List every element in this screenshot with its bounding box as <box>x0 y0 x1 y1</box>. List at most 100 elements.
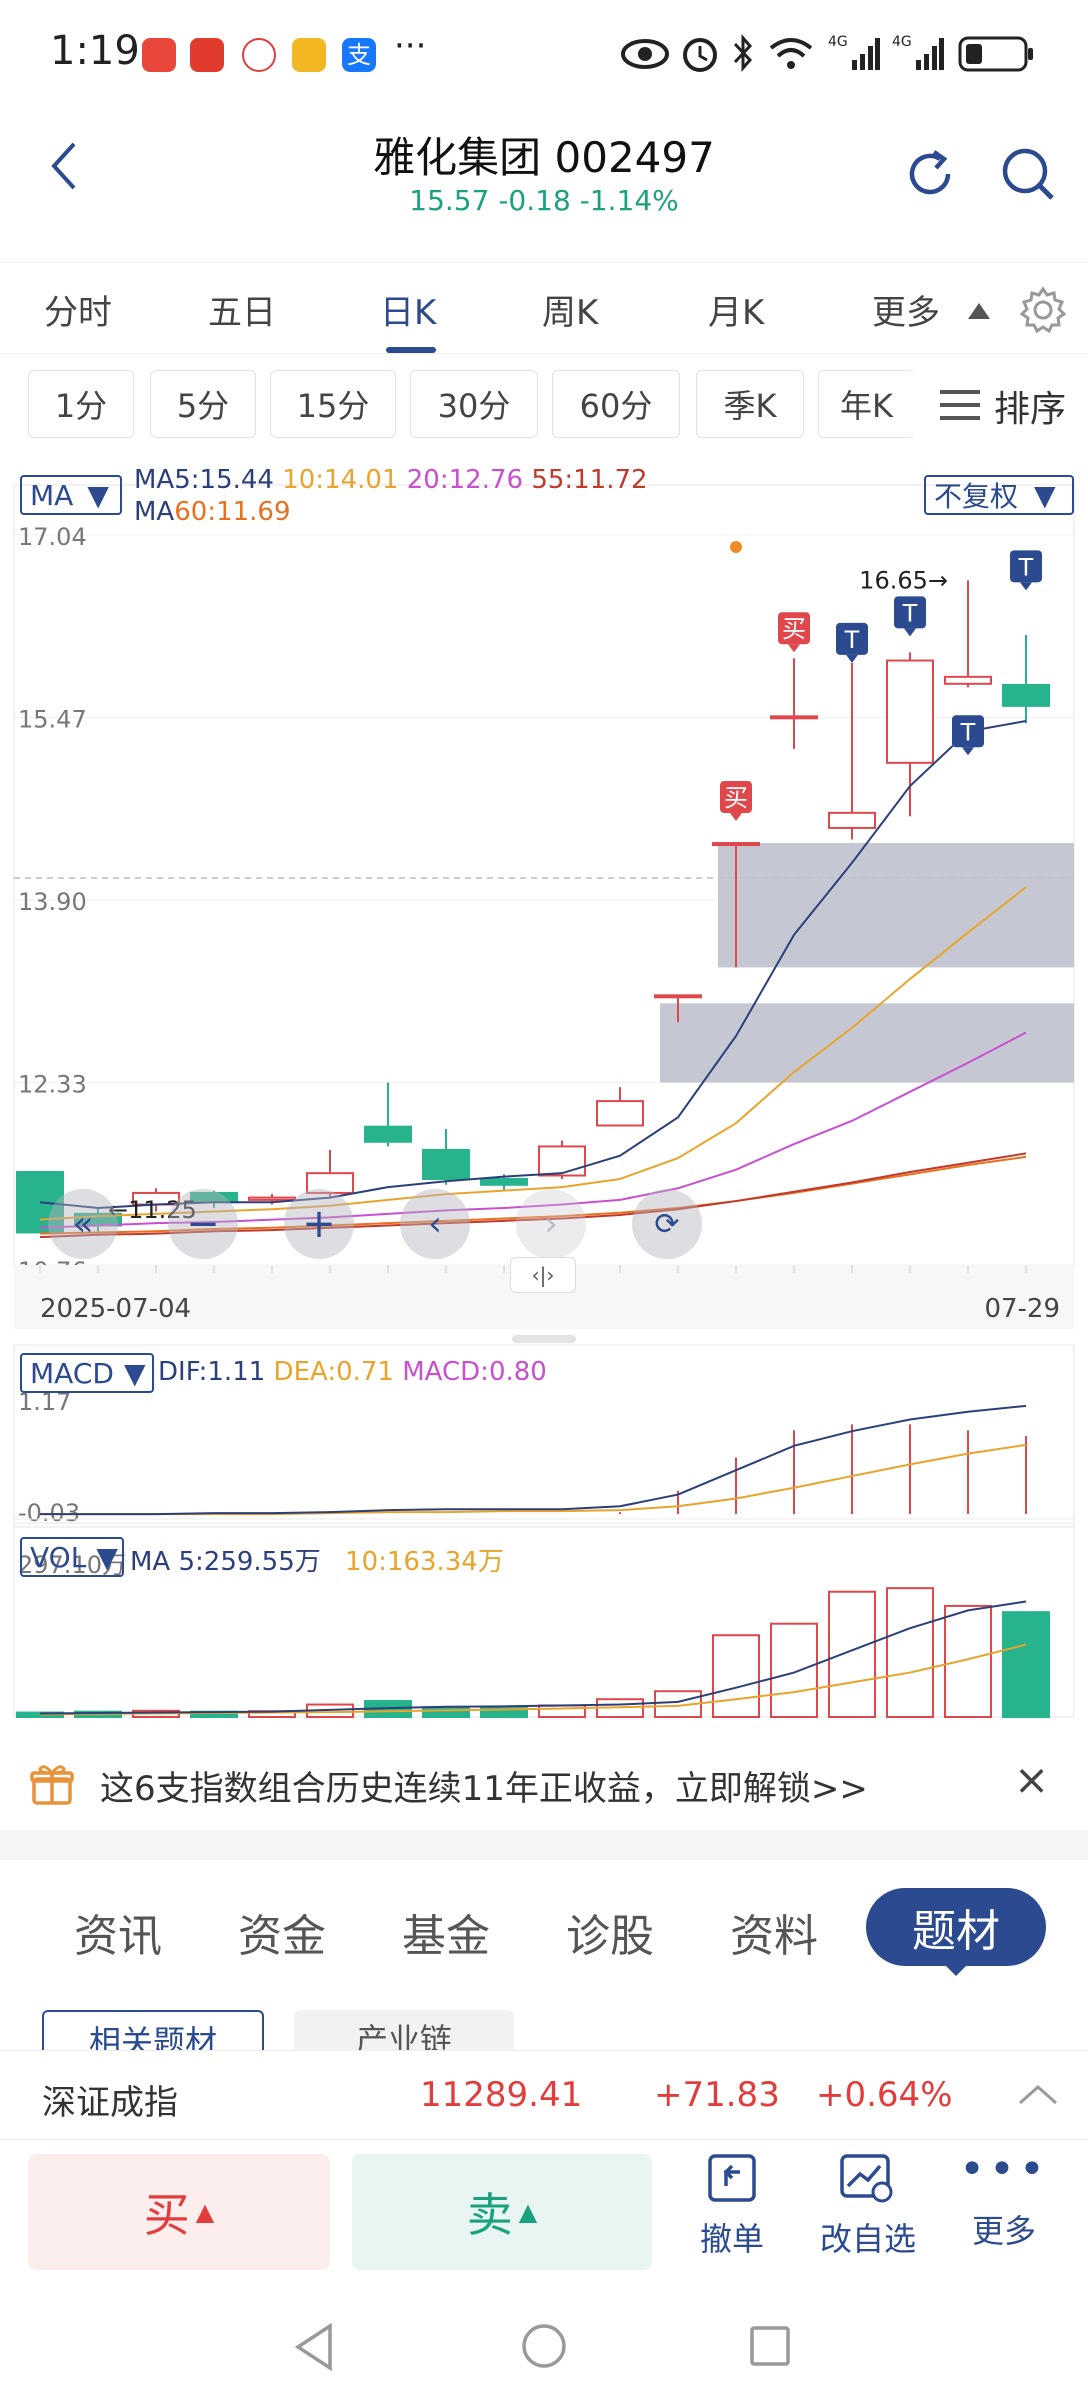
subtab-related-themes[interactable]: 相关题材 <box>42 2010 264 2050</box>
close-banner-icon[interactable]: × <box>1014 1755 1050 1804</box>
volume-bar <box>538 1704 586 1719</box>
chip-15min[interactable]: 15分 <box>270 370 396 438</box>
kline-chart-area: 17.0415.4713.9012.3310.76买买TTTT16.65→←11… <box>0 455 1088 1725</box>
kline-chart-svg[interactable]: 17.0415.4713.9012.3310.76买买TTTT16.65→←11… <box>0 455 1088 1725</box>
sell-button[interactable]: 卖 ▲ <box>352 2154 652 2270</box>
sort-list-icon[interactable] <box>940 388 982 422</box>
event-dot-marker <box>730 541 742 553</box>
signal-4g-2-icon: 4G <box>892 34 944 70</box>
t-marker: T <box>894 596 926 637</box>
ma-selector[interactable]: MA ▼ <box>20 475 122 515</box>
ma-selector-label: MA <box>30 478 74 512</box>
chip-quarter-k[interactable]: 季K <box>696 370 804 438</box>
tab-diagnosis[interactable]: 诊股 <box>566 1911 654 1962</box>
index-ticker-bar[interactable]: 深证成指 11289.41 +71.83 +0.64% <box>0 2050 1088 2140</box>
t-marker-bg <box>952 715 984 748</box>
tab-capital[interactable]: 资金 <box>238 1911 326 1962</box>
trade-actions: 买 ▲ 卖 ▲ 撤单 改自选 ••• 更多 <box>0 2140 1088 2290</box>
signal-4g-icon: 4G <box>828 34 880 70</box>
status-time: 1:19 <box>50 28 140 74</box>
buy-button[interactable]: 买 ▲ <box>28 2154 330 2270</box>
candle-body <box>480 1177 528 1186</box>
ma20-line <box>39 1031 1027 1229</box>
dropdown-arrow-icon: ▼ <box>87 478 109 512</box>
zoom-out-button[interactable]: − <box>168 1189 238 1259</box>
zoom-in-button[interactable]: + <box>284 1189 354 1259</box>
macd-y-tick: -0.03 <box>18 1499 80 1527</box>
drag-handle[interactable]: ‹|› <box>510 1257 576 1293</box>
nav-back-icon[interactable] <box>292 2322 336 2372</box>
plus-icon: + <box>302 1201 336 1247</box>
macd-selector[interactable]: MACD ▼ <box>20 1353 154 1393</box>
index-value: 11289.41 <box>420 2075 583 2115</box>
sort-label[interactable]: 排序 <box>994 389 1067 430</box>
t-marker-bg <box>836 622 868 655</box>
cancel-order-label: 撤单 <box>699 2220 764 2258</box>
nav-home-icon[interactable] <box>520 2322 568 2370</box>
price: 15.57 <box>409 184 490 217</box>
eye-icon <box>621 39 669 69</box>
chip-year-k[interactable]: 年K <box>818 370 914 438</box>
volume-bar <box>886 1587 934 1719</box>
macd-panel-frame <box>13 1344 1075 1528</box>
more-dots-icon: ••• <box>959 2144 1049 2195</box>
adjust-selector[interactable]: 不复权 ▼ <box>924 475 1074 515</box>
tab-fund[interactable]: 基金 <box>402 1911 490 1962</box>
tab-themes[interactable]: 题材 <box>866 1888 1046 1966</box>
chip-30min[interactable]: 30分 <box>410 370 538 438</box>
step-right-button[interactable]: › <box>516 1189 586 1259</box>
tab-weekly-k[interactable]: 周K <box>542 293 599 333</box>
index-name: 深证成指 <box>42 2083 178 2123</box>
vol-ma5-line <box>39 1600 1027 1715</box>
volume-bar <box>480 1707 528 1719</box>
chip-5min[interactable]: 5分 <box>150 370 256 438</box>
low-price-label: ←11.25 <box>108 1196 197 1224</box>
vol-legend: MA 5:259.55万 10:163.34万 <box>130 1541 504 1578</box>
ma55-line <box>39 1152 1027 1239</box>
candle-body <box>1002 683 1050 707</box>
rotate-screen-button[interactable]: ⟳ <box>632 1189 702 1259</box>
promo-banner[interactable]: 这6支指数组合历史连续11年正收益，立即解锁>> × <box>0 1735 1088 1830</box>
settings-gear-icon[interactable] <box>1018 285 1068 335</box>
chip-60min[interactable]: 60分 <box>552 370 680 438</box>
buy-marker-label: 买 <box>724 784 748 812</box>
refresh-icon[interactable] <box>900 144 960 204</box>
subtab-industry-chain[interactable]: 产业链 <box>294 2010 514 2050</box>
rewind-button[interactable]: « <box>48 1189 118 1259</box>
buy-marker: 买 <box>778 612 810 653</box>
cancel-order-button[interactable]: 撤单 <box>672 2150 792 2260</box>
step-left-button[interactable]: ‹ <box>400 1189 470 1259</box>
ma10-value: 10:14.01 <box>282 465 399 495</box>
tab-news[interactable]: 资讯 <box>74 1911 162 1962</box>
tab-daily-k[interactable]: 日K <box>380 293 437 333</box>
tab-more[interactable]: 更多 <box>872 293 940 333</box>
y-tick-label: 15.47 <box>18 706 87 734</box>
system-nav-bar <box>0 2290 1088 2400</box>
vol-ma10: 10:163.34万 <box>345 1547 504 1577</box>
panel-separator-pill <box>512 1335 576 1343</box>
t-marker: T <box>836 622 868 663</box>
stock-quote: 15.57 -0.18 -1.14% <box>0 184 1088 217</box>
more-button[interactable]: ••• 更多 <box>944 2144 1064 2252</box>
ma60-line <box>39 1155 1027 1235</box>
tab-monthly-k[interactable]: 月K <box>708 293 765 333</box>
edit-watchlist-button[interactable]: 改自选 <box>808 2150 928 2260</box>
mail-icon <box>292 38 326 72</box>
chevron-up-icon[interactable] <box>1016 2081 1060 2107</box>
back-arrow-icon[interactable] <box>48 140 78 192</box>
volume-bar <box>828 1590 876 1719</box>
index-change: +71.83 <box>654 2075 780 2115</box>
candle-body <box>306 1172 354 1194</box>
tab-five-day[interactable]: 五日 <box>208 293 276 333</box>
vol-selector[interactable]: VOL ▼ <box>20 1537 124 1577</box>
y-tick-label: 12.33 <box>18 1071 87 1099</box>
tab-profile[interactable]: 资料 <box>730 1911 818 1962</box>
tab-intraday[interactable]: 分时 <box>44 293 112 333</box>
wifi-icon <box>769 38 813 69</box>
search-icon[interactable] <box>998 144 1058 204</box>
triangle-up-icon[interactable] <box>966 299 992 321</box>
chip-1min[interactable]: 1分 <box>28 370 134 438</box>
gift-icon <box>30 1765 74 1805</box>
nav-recents-icon[interactable] <box>748 2324 792 2368</box>
info-tabs: 资讯 资金 基金 诊股 资料 题材 相关题材 产业链 <box>0 1860 1088 2050</box>
